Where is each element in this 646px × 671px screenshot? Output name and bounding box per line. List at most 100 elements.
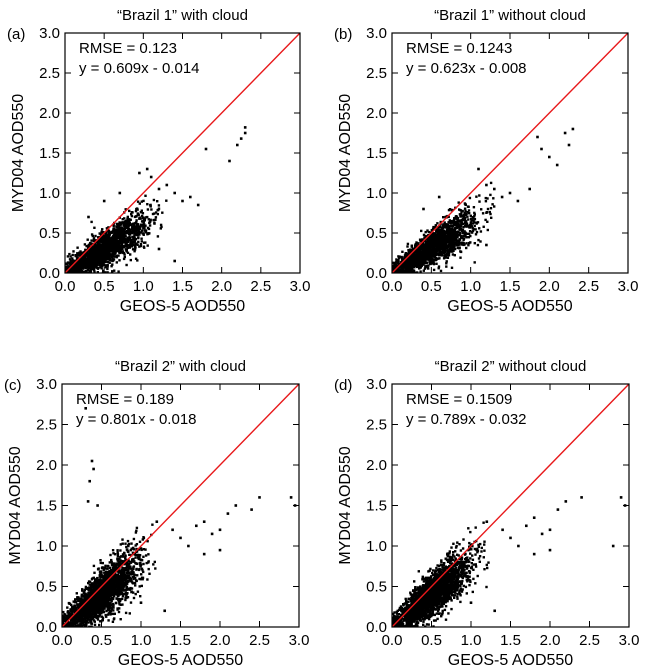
data-point: [74, 271, 77, 273]
data-point: [132, 591, 135, 594]
data-point: [460, 222, 463, 225]
outlier-point: [157, 247, 161, 251]
data-point: [91, 234, 94, 238]
data-point: [101, 231, 105, 235]
data-point: [431, 262, 435, 265]
data-point: [443, 221, 446, 224]
data-point: [97, 238, 101, 241]
data-point: [123, 241, 127, 244]
data-point: [419, 246, 423, 250]
data-point: [468, 232, 471, 236]
data-point: [138, 245, 141, 248]
data-point: [479, 240, 482, 243]
data-point: [94, 263, 97, 266]
data-point: [89, 266, 93, 269]
data-point: [140, 229, 144, 232]
data-point: [420, 255, 423, 258]
data-point: [134, 556, 137, 559]
data-point: [443, 244, 446, 247]
data-point: [108, 245, 111, 249]
data-point: [484, 196, 487, 200]
data-point: [461, 236, 464, 240]
data-point: [431, 260, 434, 263]
data-point: [436, 248, 440, 251]
data-point: [99, 256, 103, 260]
data-point: [449, 230, 453, 234]
data-point: [65, 269, 67, 272]
data-point: [92, 576, 95, 579]
data-point: [433, 258, 437, 262]
data-point: [125, 596, 128, 600]
data-point: [469, 241, 472, 244]
data-point: [477, 238, 480, 242]
data-point: [115, 225, 118, 228]
data-point: [446, 234, 449, 238]
data-point: [132, 596, 136, 600]
data-point: [114, 231, 117, 235]
data-point: [81, 267, 84, 270]
data-point: [89, 270, 92, 273]
outlier-point: [165, 183, 169, 187]
data-point: [462, 238, 465, 242]
data-point: [70, 262, 73, 265]
data-point: [419, 265, 423, 268]
data-point: [112, 227, 115, 231]
outlier-point: [485, 183, 488, 187]
data-point: [75, 592, 78, 595]
data-point: [101, 261, 104, 264]
data-point: [116, 243, 119, 247]
outlier-point: [567, 143, 571, 147]
data-point: [473, 261, 476, 264]
data-point: [409, 257, 412, 260]
data-point: [463, 230, 466, 233]
outlier-point: [181, 199, 184, 203]
data-point: [86, 260, 89, 263]
data-point: [63, 615, 66, 619]
data-point: [123, 244, 126, 248]
data-point: [78, 267, 82, 270]
data-point: [407, 253, 411, 256]
data-point: [122, 257, 126, 261]
data-point: [407, 250, 410, 253]
data-point: [137, 240, 140, 244]
data-point: [407, 266, 411, 269]
data-point: [84, 265, 87, 269]
data-point: [66, 271, 69, 273]
data-point: [98, 232, 101, 235]
data-point: [89, 248, 92, 251]
data-point: [416, 265, 419, 269]
data-point: [452, 223, 456, 226]
data-point: [458, 247, 461, 250]
data-point: [122, 232, 125, 235]
data-point: [437, 267, 440, 270]
data-point: [126, 227, 130, 230]
data-point: [116, 557, 119, 560]
data-point: [97, 259, 100, 263]
x-tick-label: 2.0: [211, 278, 232, 295]
y-tick-label: 2.5: [366, 65, 387, 82]
data-point: [105, 595, 108, 599]
data-point: [154, 218, 157, 221]
data-point: [448, 247, 451, 251]
data-point: [87, 271, 90, 273]
data-point: [462, 214, 465, 217]
data-point: [421, 243, 425, 246]
data-point: [96, 618, 100, 621]
data-point: [107, 226, 110, 229]
data-point: [92, 267, 96, 271]
data-point: [140, 220, 144, 223]
data-point: [425, 256, 429, 259]
data-point: [406, 252, 409, 255]
data-point: [400, 263, 404, 266]
data-point: [118, 234, 122, 237]
data-point: [94, 247, 97, 251]
data-point: [439, 238, 442, 241]
data-point: [479, 230, 483, 233]
data-point: [105, 234, 108, 237]
data-point: [427, 264, 430, 267]
data-point: [153, 212, 156, 215]
data-point: [80, 593, 83, 596]
data-point: [101, 618, 104, 622]
data-point: [418, 263, 422, 266]
data-point: [480, 208, 483, 211]
